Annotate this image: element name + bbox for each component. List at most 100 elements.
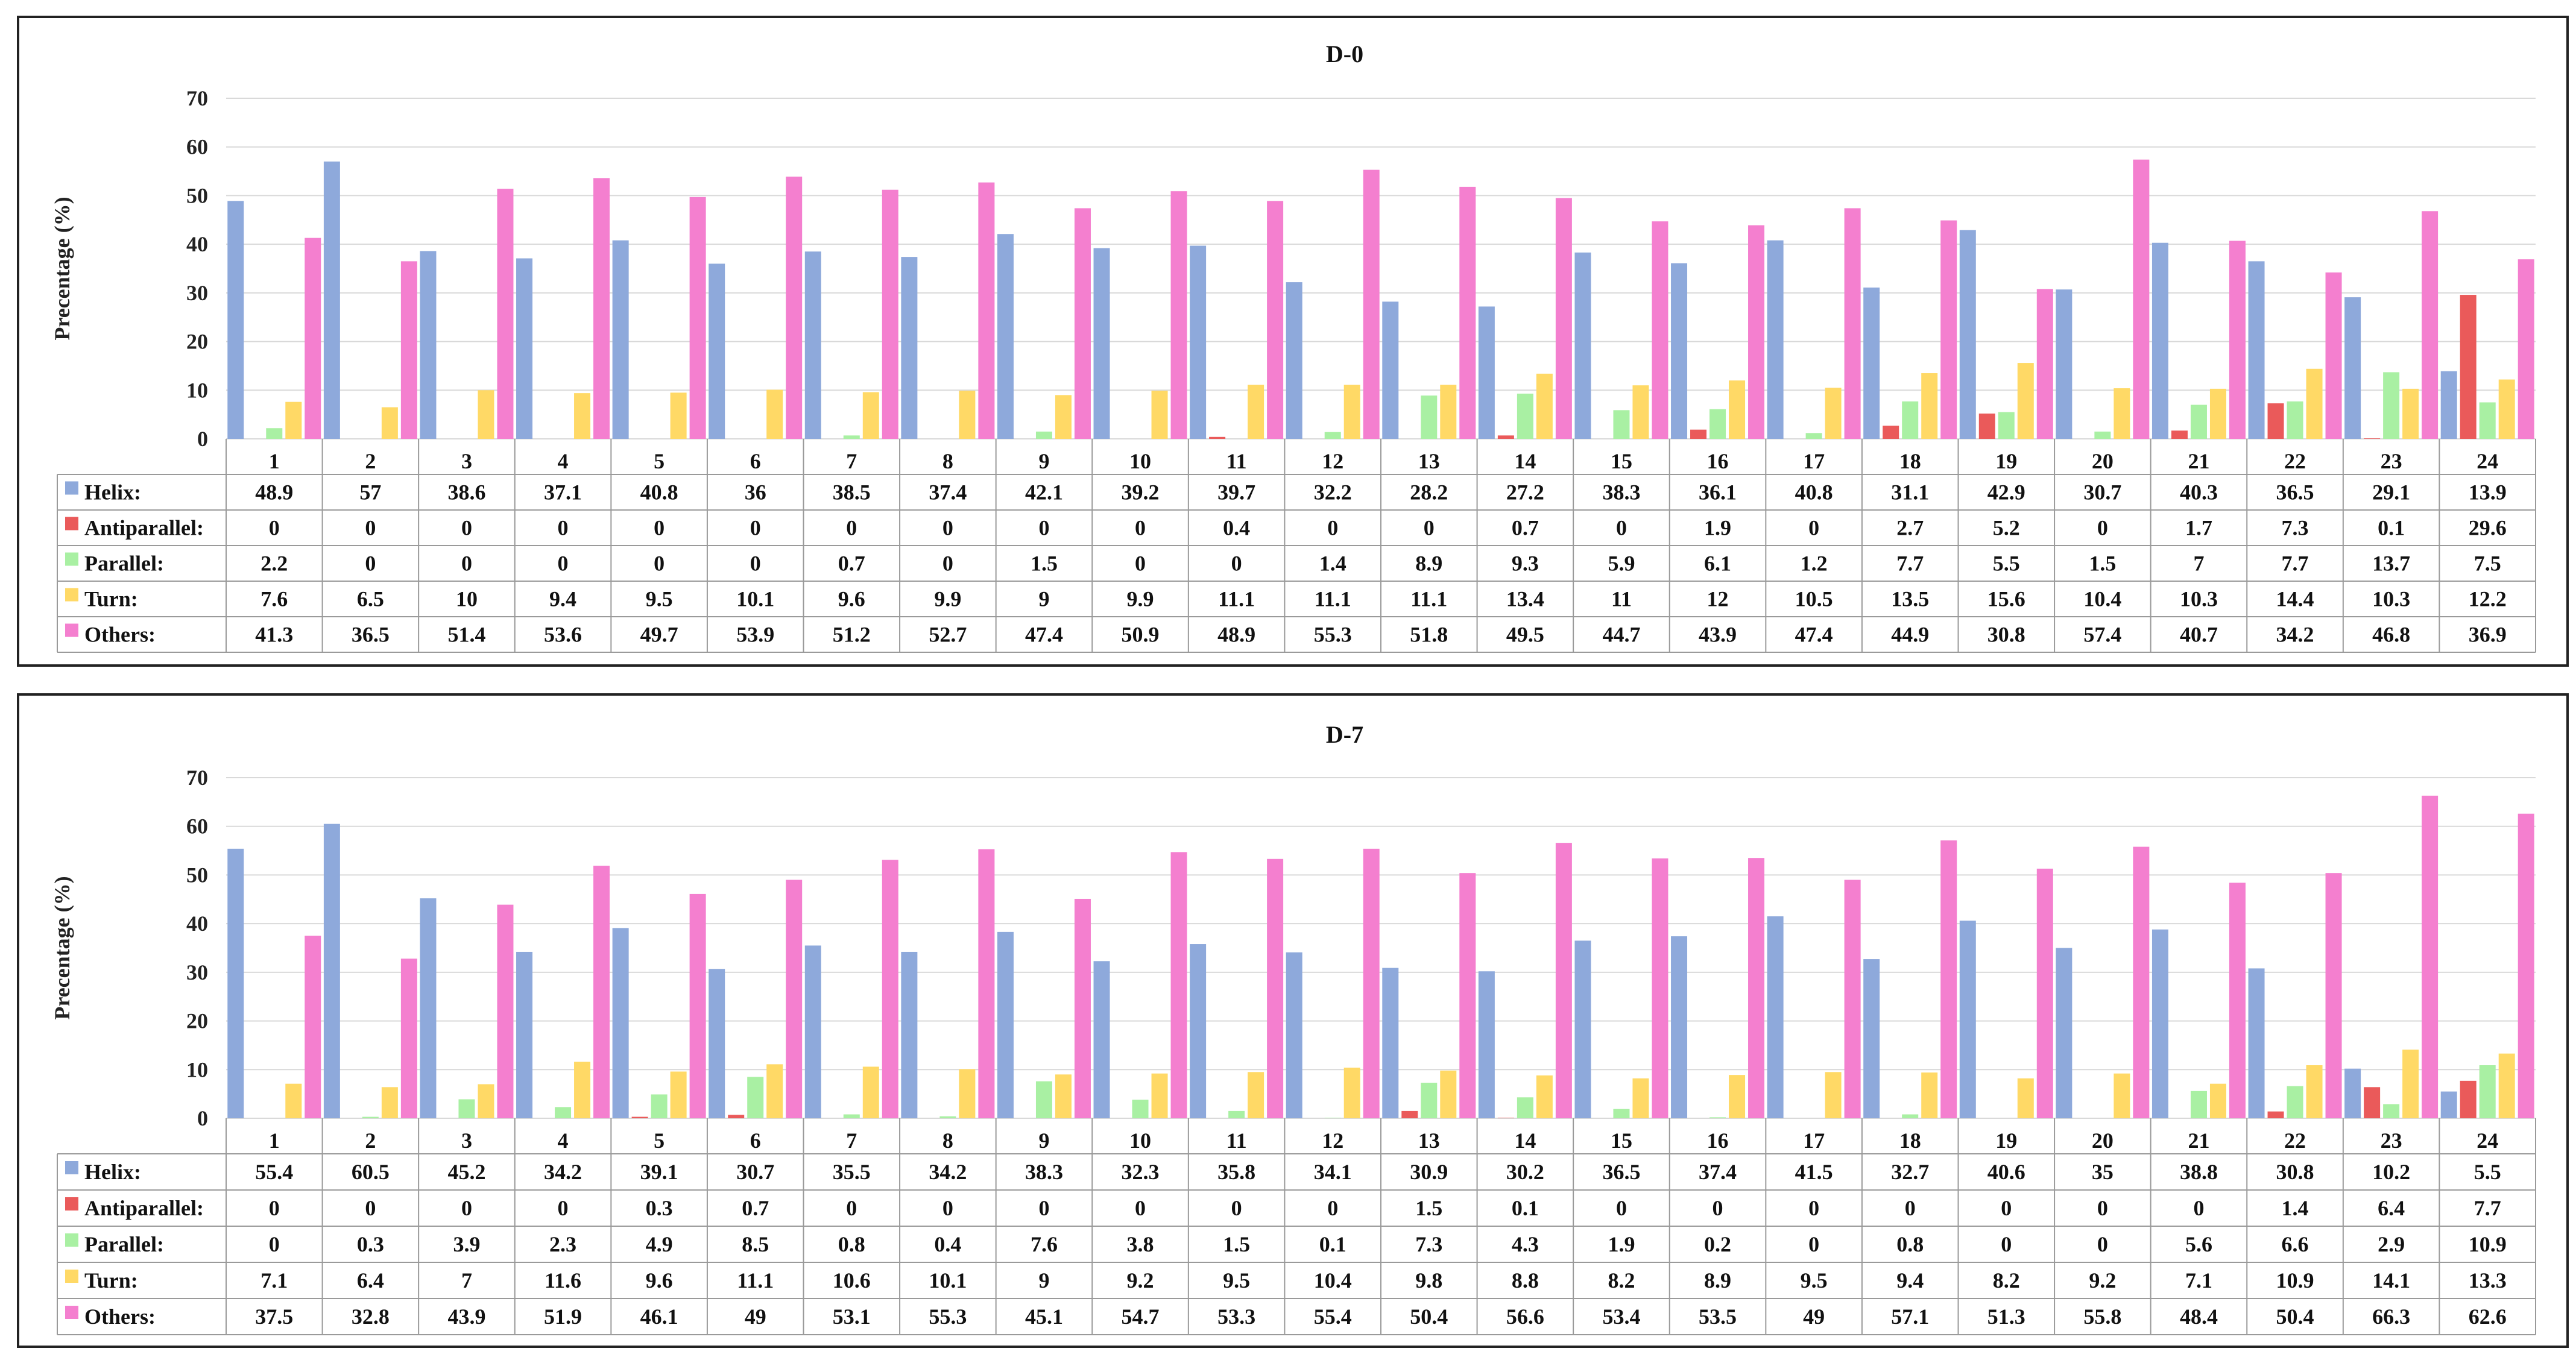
bar-parallel-22 xyxy=(2287,401,2303,439)
bar-helix-7 xyxy=(804,945,821,1118)
table-cell: 0 xyxy=(750,552,761,576)
table-cell: 0 xyxy=(365,1196,376,1220)
bar-turn-21 xyxy=(2209,1083,2226,1118)
bar-helix-5 xyxy=(612,240,629,439)
bar-turn-6 xyxy=(766,389,783,439)
bar-others-1 xyxy=(305,238,321,439)
bar-turn-24 xyxy=(2498,379,2515,439)
table-cell: 12.2 xyxy=(2469,587,2507,611)
table-cell: 0.1 xyxy=(2378,516,2405,540)
category-label: 15 xyxy=(1611,449,1632,473)
bar-helix-3 xyxy=(420,251,437,439)
bar-turn-18 xyxy=(1921,1072,1938,1118)
bar-turn-12 xyxy=(1343,1068,1360,1118)
bar-others-15 xyxy=(1652,221,1668,439)
bar-parallel-15 xyxy=(1613,1109,1630,1118)
category-label: 3 xyxy=(461,449,472,473)
bar-parallel-6 xyxy=(747,1077,764,1118)
table-cell: 53.1 xyxy=(833,1305,871,1329)
table-cell: 36.5 xyxy=(352,623,390,647)
bar-turn-13 xyxy=(1440,385,1457,439)
table-cell: 1.2 xyxy=(1801,552,1828,576)
category-label: 16 xyxy=(1707,1129,1729,1153)
bar-helix-12 xyxy=(1286,952,1302,1118)
bar-turn-24 xyxy=(2498,1053,2515,1118)
table-cell: 0 xyxy=(269,1196,280,1220)
bar-turn-5 xyxy=(670,1071,687,1118)
table-cell: 0 xyxy=(1616,516,1627,540)
table-cell: 36.5 xyxy=(2276,480,2314,505)
table-cell: 7.3 xyxy=(2282,516,2309,540)
bar-parallel-24 xyxy=(2479,402,2496,439)
bar-others-22 xyxy=(2325,873,2342,1118)
bar-others-14 xyxy=(1555,198,1572,439)
table-cell: 51.2 xyxy=(833,623,871,647)
table-cell: 4.9 xyxy=(646,1232,673,1256)
bar-turn-9 xyxy=(1055,395,1072,439)
category-label: 5 xyxy=(654,449,665,473)
table-cell: 32.3 xyxy=(1122,1160,1160,1184)
bar-others-10 xyxy=(1170,191,1187,439)
table-cell: 34.2 xyxy=(2276,623,2314,647)
bar-others-24 xyxy=(2518,259,2534,439)
bar-turn-20 xyxy=(2114,1073,2130,1118)
bar-antiparallel-18 xyxy=(1883,426,1899,439)
table-cell: 55.3 xyxy=(1314,623,1352,647)
category-label: 2 xyxy=(365,449,376,473)
table-cell: 55.4 xyxy=(255,1160,293,1184)
legend-swatch xyxy=(65,552,78,566)
table-cell: 11.1 xyxy=(1315,587,1351,611)
category-label: 11 xyxy=(1226,449,1247,473)
bar-others-8 xyxy=(978,849,995,1118)
bar-helix-21 xyxy=(2151,242,2168,439)
category-label: 1 xyxy=(269,449,280,473)
table-cell: 1.5 xyxy=(1031,552,1058,576)
bar-others-14 xyxy=(1555,843,1572,1118)
category-label: 9 xyxy=(1038,449,1049,473)
y-tick-label: 50 xyxy=(186,863,208,887)
bar-others-6 xyxy=(786,880,803,1118)
table-cell: 32.2 xyxy=(1314,480,1352,505)
table-cell: 62.6 xyxy=(2469,1305,2507,1329)
table-row-label: Parallel: xyxy=(84,1232,164,1256)
chart-title: D-0 xyxy=(1326,40,1363,68)
table-cell: 7.5 xyxy=(2474,552,2501,576)
table-cell: 0 xyxy=(2001,1196,2012,1220)
bar-turn-10 xyxy=(1151,391,1168,439)
bar-turn-2 xyxy=(381,407,398,439)
table-cell: 0 xyxy=(269,516,280,540)
bar-others-16 xyxy=(1748,225,1765,439)
bar-parallel-18 xyxy=(1902,1114,1919,1118)
table-row-label: Others: xyxy=(84,1305,156,1329)
table-cell: 53.9 xyxy=(736,623,774,647)
bar-helix-20 xyxy=(2056,289,2072,439)
table-cell: 10.5 xyxy=(1795,587,1833,611)
category-label: 18 xyxy=(1899,449,1921,473)
table-cell: 40.6 xyxy=(1987,1160,2025,1184)
table-cell: 48.9 xyxy=(1217,623,1255,647)
category-label: 19 xyxy=(1995,449,2017,473)
bar-helix-8 xyxy=(901,951,918,1118)
table-cell: 45.1 xyxy=(1025,1305,1063,1329)
table-cell: 28.2 xyxy=(1410,480,1448,505)
table-cell: 36.1 xyxy=(1699,480,1737,505)
category-label: 21 xyxy=(2188,1129,2209,1153)
table-cell: 40.3 xyxy=(2180,480,2218,505)
bar-antiparallel-22 xyxy=(2267,403,2284,439)
table-cell: 50.4 xyxy=(1410,1305,1448,1329)
bar-turn-13 xyxy=(1440,1070,1457,1118)
bar-others-3 xyxy=(497,189,514,439)
bar-others-3 xyxy=(497,904,514,1118)
bar-antiparallel-24 xyxy=(2460,1080,2477,1118)
y-tick-label: 10 xyxy=(186,378,208,402)
table-cell: 50.9 xyxy=(1122,623,1160,647)
table-cell: 47.4 xyxy=(1025,623,1063,647)
category-label: 17 xyxy=(1803,1129,1825,1153)
bar-helix-15 xyxy=(1574,252,1591,439)
category-label: 6 xyxy=(750,1129,761,1153)
bar-turn-10 xyxy=(1151,1073,1168,1118)
category-label: 4 xyxy=(558,449,569,473)
table-cell: 5.9 xyxy=(1608,552,1635,576)
table-cell: 6.4 xyxy=(357,1268,384,1292)
